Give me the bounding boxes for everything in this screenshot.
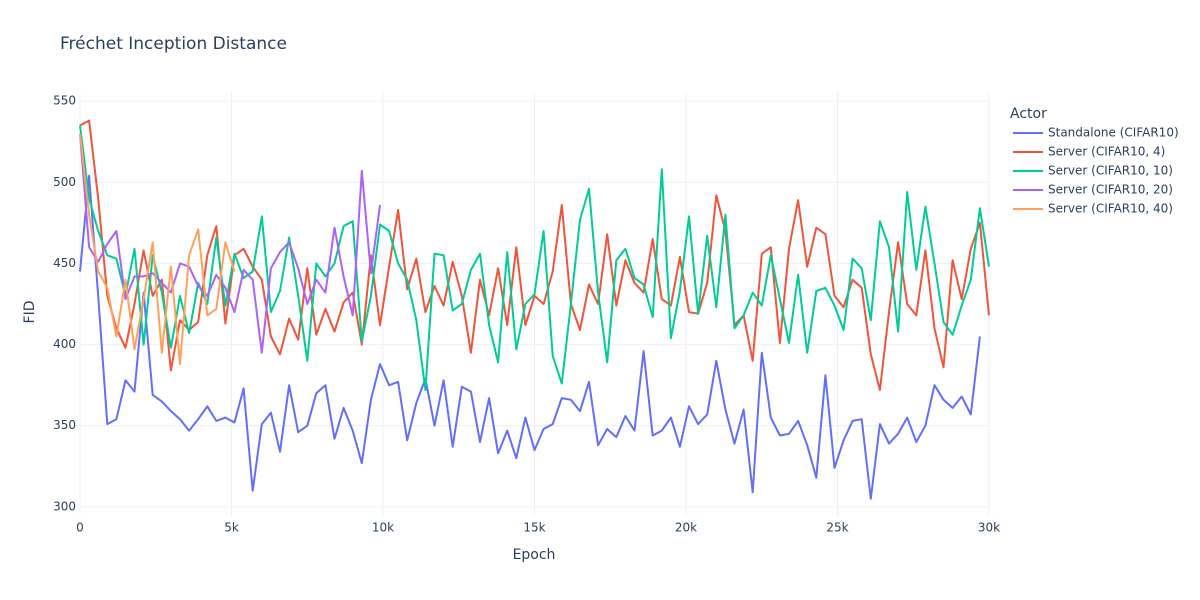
- line: [79, 133, 381, 354]
- x-tick-label: 25k: [826, 521, 848, 535]
- legend-label: Server (CIFAR10, 20): [1048, 183, 1173, 197]
- y-tick-label: 350: [53, 418, 76, 432]
- legend-label: Server (CIFAR10, 4): [1048, 145, 1165, 159]
- x-tick-label: 5k: [224, 521, 239, 535]
- line: [79, 174, 981, 500]
- legend-label: Server (CIFAR10, 40): [1048, 202, 1173, 216]
- x-tick-label: 15k: [523, 521, 545, 535]
- y-tick-label: 300: [53, 499, 76, 513]
- legend-title: Actor: [1010, 106, 1047, 122]
- legend-label: Standalone (CIFAR10): [1048, 126, 1179, 140]
- x-tick-label: 0: [76, 521, 84, 535]
- line: [79, 125, 990, 391]
- x-tick-label: 10k: [372, 521, 394, 535]
- line: [79, 133, 236, 366]
- x-tick-label: 20k: [675, 521, 697, 535]
- y-tick-label: 500: [53, 175, 76, 189]
- y-tick-label: 450: [53, 256, 76, 270]
- x-axis-label: Epoch: [513, 547, 556, 563]
- x-tick-label: 30k: [978, 521, 1000, 535]
- legend-label: Server (CIFAR10, 10): [1048, 164, 1173, 178]
- y-axis-label: FID: [22, 301, 38, 324]
- line: [79, 119, 990, 391]
- chart-title: Fréchet Inception Distance: [60, 34, 287, 54]
- y-tick-label: 400: [53, 337, 76, 351]
- y-tick-label: 550: [53, 94, 76, 108]
